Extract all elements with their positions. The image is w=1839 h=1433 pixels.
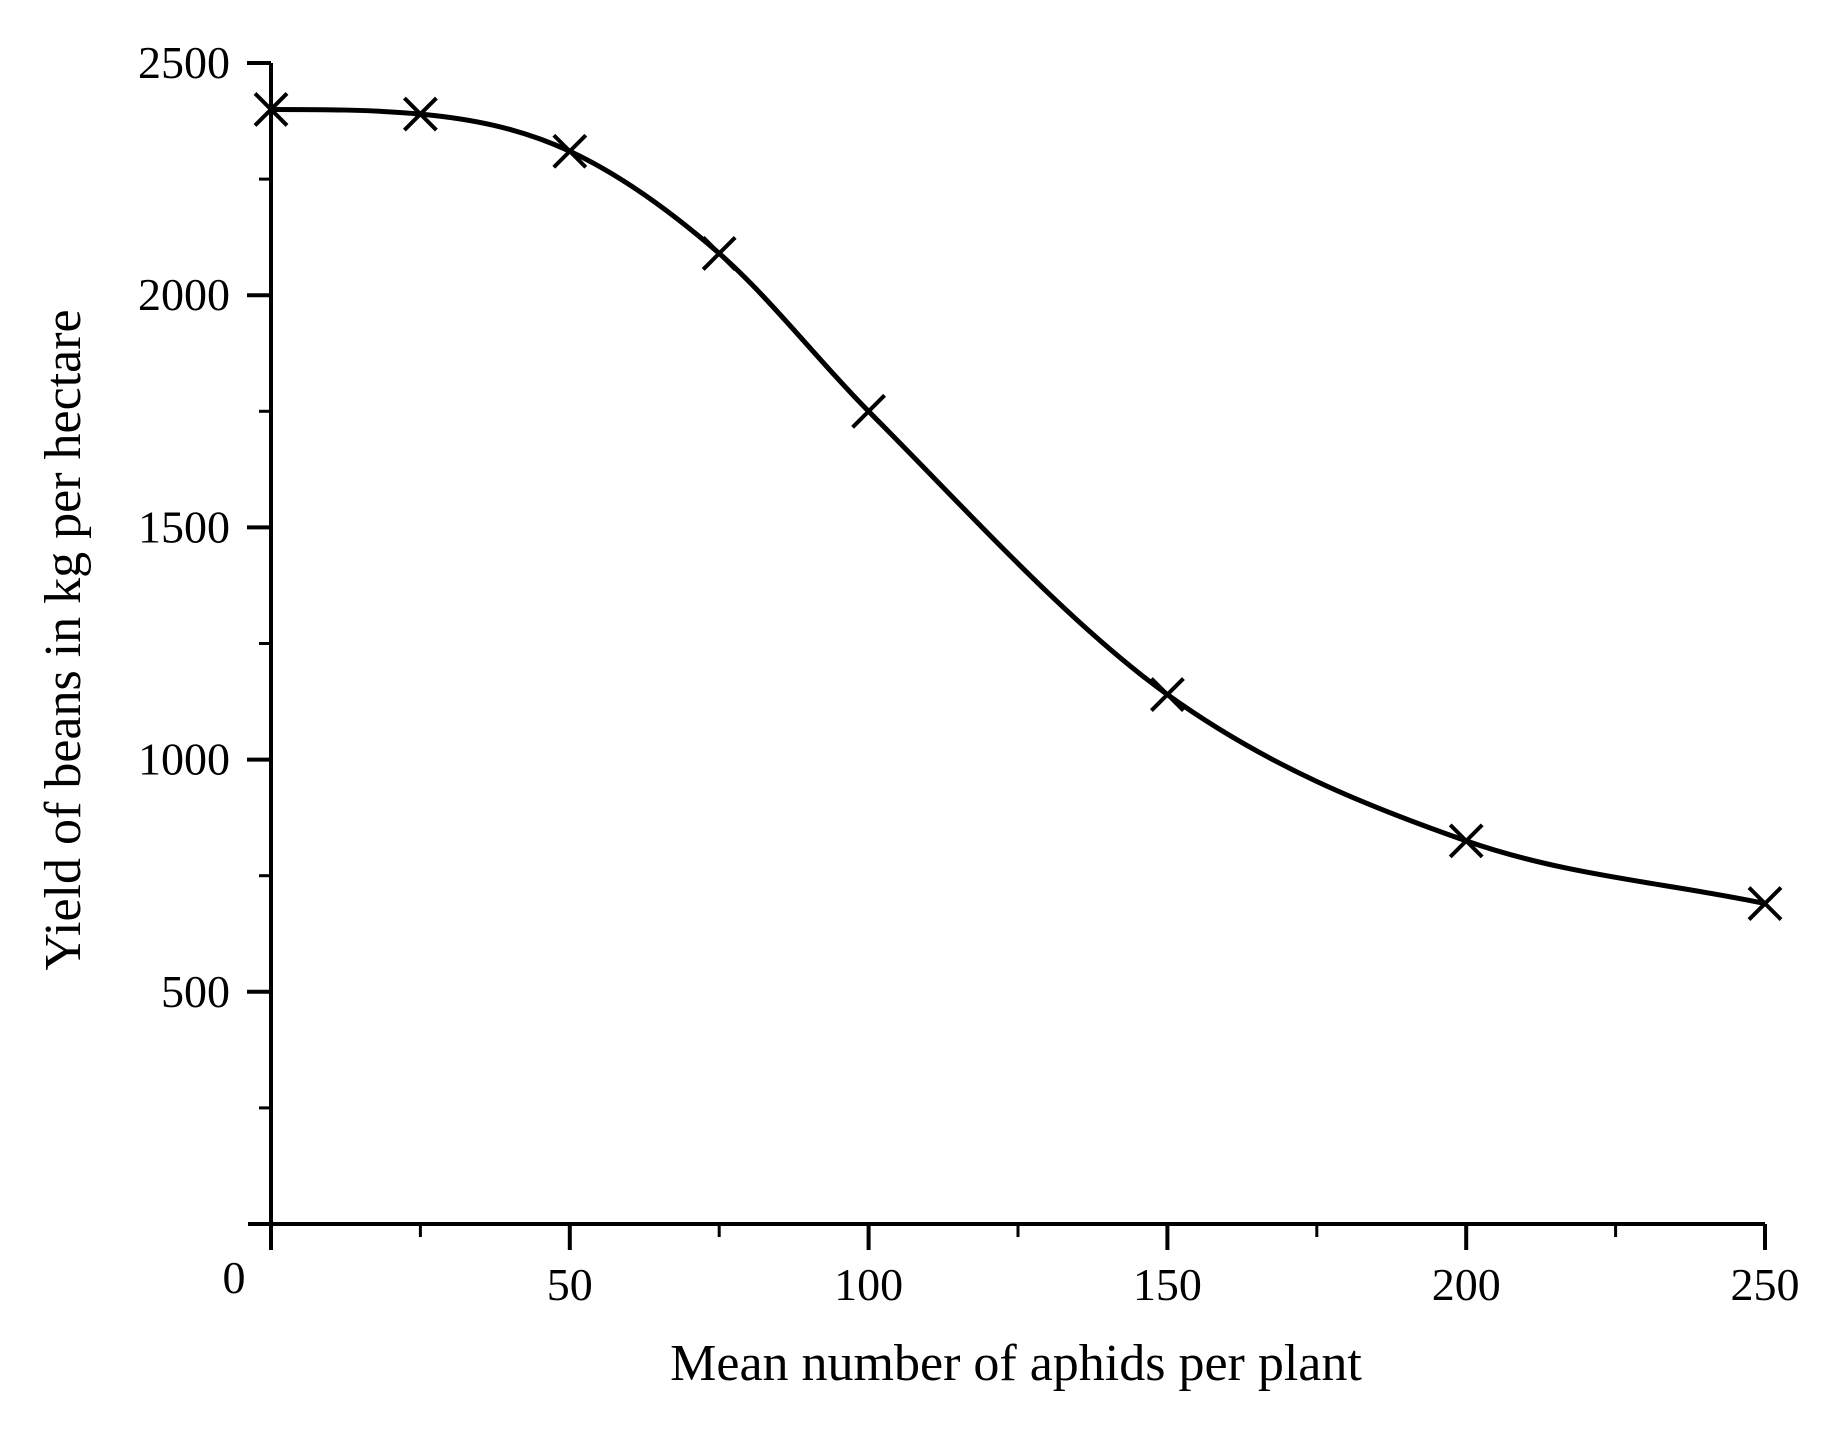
x-tick-label: 200 — [1432, 1259, 1501, 1310]
x-tick-label: 150 — [1133, 1259, 1202, 1310]
data-point-stroke — [1448, 823, 1484, 859]
ticks — [247, 61, 1767, 1250]
data-point-stroke — [552, 133, 588, 169]
y-tick-label: 1500 — [138, 501, 230, 552]
x-tick-label: 100 — [834, 1259, 903, 1310]
tick-labels: 0 50 100 150 200 250 500 1000 1500 2000 2500 — [138, 37, 1800, 1310]
y-axis-label: Yield of beans in kg per hectare — [35, 309, 92, 970]
data-point-stroke — [253, 92, 289, 127]
data-point — [851, 393, 887, 429]
data-point-stroke — [1149, 677, 1185, 712]
y-tick-label: 1000 — [138, 734, 230, 785]
data-point-stroke — [851, 393, 887, 429]
y-tick-label: 2000 — [138, 269, 230, 320]
data-point — [253, 92, 289, 127]
data-point — [402, 96, 438, 132]
x-tick-label: 250 — [1731, 1259, 1800, 1310]
y-tick-label: 2500 — [138, 37, 230, 88]
x-axis-label: Mean number of aphids per plant — [670, 1335, 1362, 1392]
data-point — [701, 235, 737, 271]
data-point — [552, 133, 588, 169]
data-point-stroke — [402, 96, 438, 132]
data-markers — [253, 92, 1783, 921]
data-point — [1149, 677, 1185, 712]
x-tick-label: 0 — [223, 1252, 246, 1303]
data-point-stroke — [701, 235, 737, 271]
axes — [248, 63, 1765, 1250]
y-tick-label: 500 — [161, 966, 230, 1017]
data-point — [1448, 823, 1484, 859]
series-curve — [268, 106, 1768, 907]
data-point-stroke — [1747, 886, 1783, 921]
x-tick-label: 50 — [547, 1259, 593, 1310]
data-point — [1747, 886, 1783, 921]
